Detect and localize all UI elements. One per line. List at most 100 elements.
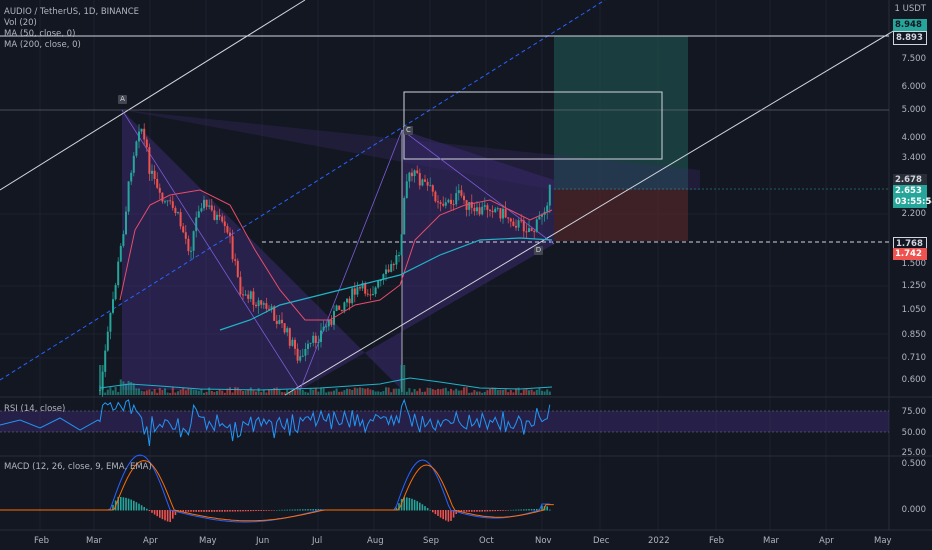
- candle-body: [361, 283, 364, 289]
- abcd-pattern[interactable]: [121, 109, 555, 391]
- channel-mid-dashed-line[interactable]: [0, 0, 606, 381]
- volume-bar: [398, 388, 400, 395]
- macd-histogram-bar: [278, 509, 281, 511]
- volume-bar: [411, 392, 413, 395]
- candle-body: [431, 185, 434, 192]
- candle-body: [515, 225, 517, 228]
- macd-histogram-bar: [122, 497, 125, 511]
- candle-body: [379, 280, 382, 282]
- candle-body: [200, 208, 203, 212]
- candle-body: [522, 220, 525, 232]
- candle-body: [509, 218, 512, 222]
- macd-histogram-bar: [395, 507, 398, 511]
- candlesticks[interactable]: [99, 123, 551, 397]
- macd-histogram-bar: [302, 509, 304, 511]
- candle-body: [208, 205, 211, 207]
- candle-body: [457, 190, 460, 194]
- volume-bar: [546, 389, 549, 395]
- macd-histogram-bar: [486, 510, 489, 512]
- vol-indicator-label[interactable]: Vol (20): [4, 18, 37, 28]
- macd-histogram-bar: [317, 508, 320, 511]
- long-stop-zone[interactable]: [554, 189, 688, 241]
- candle-body: [171, 201, 174, 208]
- ma200-indicator-label[interactable]: MA (200, close, 0): [4, 40, 81, 50]
- volume-bar: [327, 391, 330, 395]
- volume-bar: [369, 389, 372, 395]
- candle-body: [151, 170, 153, 174]
- candle-body: [145, 139, 148, 148]
- time-tick: Apr: [143, 536, 158, 546]
- macd-histogram-bar: [294, 509, 296, 511]
- macd-tick: 0.500: [901, 459, 926, 469]
- macd-histogram-bar: [465, 510, 468, 512]
- macd-tick: 0.000: [901, 505, 926, 515]
- price-tag-last: 2.653: [893, 185, 927, 197]
- volume-bar: [424, 391, 426, 395]
- candle-body: [385, 269, 387, 275]
- candle-body: [249, 291, 252, 299]
- macd-histogram-bar: [231, 510, 234, 512]
- candle-body: [231, 236, 234, 260]
- macd-histogram-bar: [424, 506, 426, 511]
- rsi-indicator-label[interactable]: RSI (14, close): [4, 404, 66, 414]
- symbol-title[interactable]: AUDIO / TetherUS, 1D, BINANCE: [4, 7, 140, 17]
- candle-body: [205, 199, 208, 207]
- macd-histogram-bar: [497, 510, 499, 512]
- macd-histogram-bar: [112, 504, 114, 511]
- candle-body: [346, 298, 348, 303]
- candle-body: [338, 305, 341, 310]
- macd-histogram-bar: [156, 510, 158, 517]
- volume-bar: [242, 390, 244, 395]
- macd-histogram-bar: [494, 510, 496, 512]
- volume-bar: [533, 391, 536, 395]
- volume-bar: [351, 389, 354, 395]
- candle-body: [221, 216, 224, 222]
- candle-body: [507, 217, 510, 219]
- candle-body: [452, 203, 455, 205]
- candle-body: [239, 276, 242, 295]
- macd-histogram-bar: [138, 503, 140, 511]
- macd-indicator-label[interactable]: MACD (12, 26, close, 9, EMA, EMA): [4, 462, 152, 472]
- channel-lower-line[interactable]: [284, 29, 896, 396]
- volume-bar: [322, 388, 325, 395]
- volume-bar: [296, 388, 299, 395]
- candle-body: [179, 212, 182, 227]
- volume-bar: [223, 392, 226, 395]
- candle-body: [374, 287, 377, 295]
- channel-upper-line[interactable]: [0, 0, 306, 191]
- volume-bar: [320, 387, 322, 395]
- macd-histogram-bar: [478, 510, 481, 512]
- price-tick: 7.500: [901, 54, 926, 64]
- price-tick: 5.000: [901, 105, 926, 115]
- volume-bar: [260, 392, 263, 395]
- price-tick: 1.050: [901, 305, 926, 315]
- volume-bar: [379, 391, 382, 395]
- candle-body: [192, 231, 195, 251]
- resistance-rectangle[interactable]: [403, 91, 663, 160]
- volume-bar: [457, 390, 460, 395]
- candle-body: [405, 181, 408, 198]
- volume-bar: [450, 388, 452, 395]
- volume-bar: [353, 387, 356, 395]
- volume-bar: [151, 391, 153, 395]
- volume-bar: [171, 387, 174, 395]
- macd-histogram-bar: [211, 510, 213, 512]
- candle-body: [158, 187, 161, 193]
- candle-body: [538, 216, 541, 220]
- ma50-indicator-label[interactable]: MA (50, close, 0): [4, 29, 76, 39]
- macd-histogram-bar: [398, 503, 400, 511]
- volume-bar: [174, 392, 177, 395]
- candle-body: [197, 211, 200, 218]
- macd-histogram-bar: [135, 502, 138, 511]
- macd-histogram-bar: [411, 498, 413, 511]
- volume-bar: [291, 391, 294, 395]
- volume-bar: [252, 390, 255, 395]
- price-tag-high: 2.678: [893, 174, 927, 186]
- candle-body: [546, 205, 549, 212]
- long-target-zone[interactable]: [554, 36, 688, 189]
- candle-body: [335, 305, 338, 312]
- triangle-pattern[interactable]: [122, 110, 554, 390]
- price-tick: 0.850: [901, 330, 926, 340]
- volume-bar: [135, 388, 138, 395]
